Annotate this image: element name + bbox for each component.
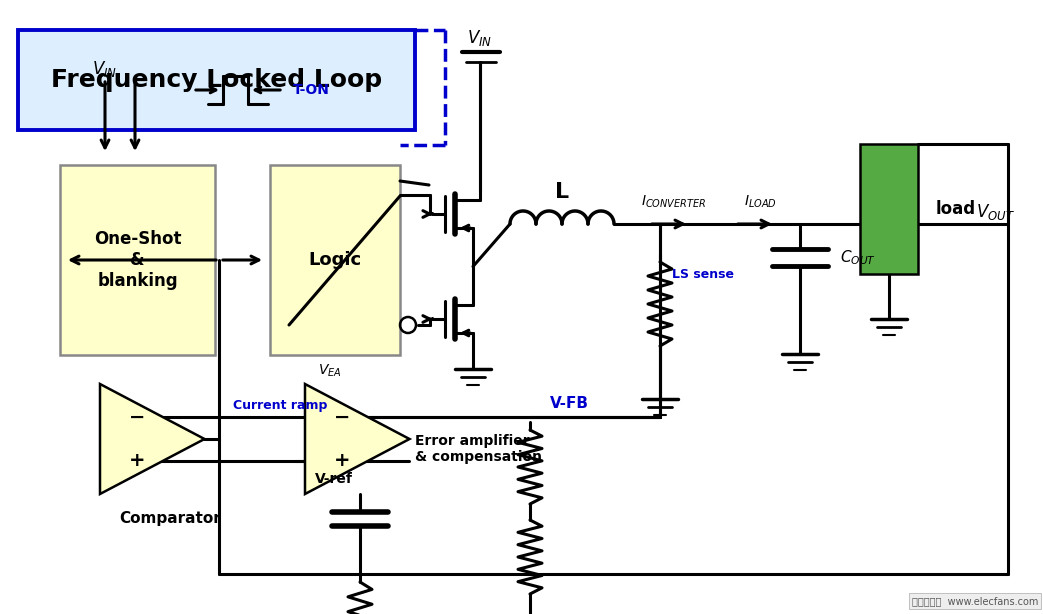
Text: $C_{OUT}$: $C_{OUT}$ (840, 249, 876, 267)
Text: $I_{LOAD}$: $I_{LOAD}$ (744, 194, 776, 210)
Text: Logic: Logic (309, 251, 362, 269)
Text: +: + (334, 451, 350, 470)
Text: One-Shot
&
blanking: One-Shot & blanking (94, 230, 181, 290)
Text: $V_{IN}$: $V_{IN}$ (467, 28, 492, 48)
Text: $V_{EA}$: $V_{EA}$ (318, 363, 342, 379)
FancyBboxPatch shape (860, 144, 918, 274)
Polygon shape (100, 384, 204, 494)
Text: T-ON: T-ON (293, 83, 330, 97)
Text: V-ref: V-ref (315, 472, 353, 486)
Text: $V_{OUT}$: $V_{OUT}$ (976, 202, 1015, 222)
Text: 电子发烧友  www.elecfans.com: 电子发烧友 www.elecfans.com (912, 596, 1038, 606)
Text: V-FB: V-FB (550, 395, 589, 411)
Text: load: load (936, 200, 976, 218)
Text: Frequency Locked Loop: Frequency Locked Loop (51, 68, 382, 92)
Text: LS sense: LS sense (672, 268, 734, 281)
Text: Current ramp: Current ramp (233, 398, 328, 411)
FancyBboxPatch shape (18, 30, 415, 130)
Text: $I_{CONVERTER}$: $I_{CONVERTER}$ (641, 194, 706, 210)
FancyBboxPatch shape (60, 165, 215, 355)
FancyBboxPatch shape (270, 165, 401, 355)
Text: L: L (555, 182, 569, 202)
Text: −: − (334, 408, 350, 427)
Text: $V_{IN}$: $V_{IN}$ (93, 59, 118, 79)
Text: −: − (129, 408, 145, 427)
Text: Error amplifier
& compensation: Error amplifier & compensation (415, 434, 542, 464)
Text: +: + (128, 451, 145, 470)
Polygon shape (305, 384, 410, 494)
Text: Comparator: Comparator (119, 511, 221, 526)
